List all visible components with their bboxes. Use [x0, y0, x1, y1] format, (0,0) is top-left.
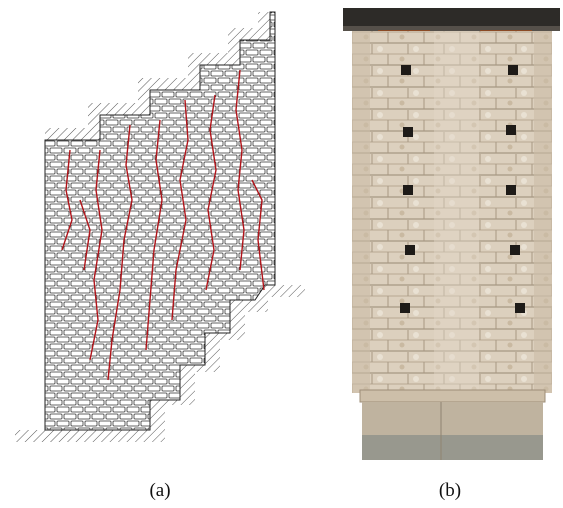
pilaster-edge [534, 31, 552, 393]
base-stain [362, 435, 543, 460]
caption: (a) [149, 480, 170, 501]
pilaster-center [434, 31, 479, 393]
wall [45, 12, 275, 430]
base-molding [360, 390, 545, 402]
figure: (a) (b) [0, 0, 563, 508]
panel-b-photo [343, 8, 560, 460]
caption: (b) [439, 480, 461, 501]
panel-a-drawing [15, 12, 305, 442]
pilaster-edge [352, 31, 370, 393]
